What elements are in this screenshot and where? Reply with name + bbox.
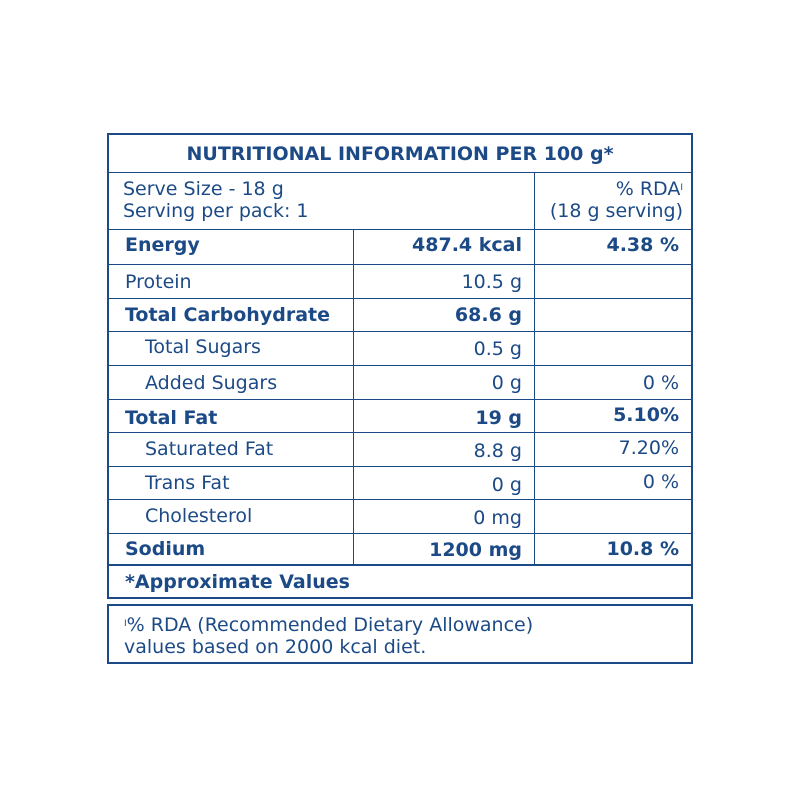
table-row: Total Fat 19 g 5.10% — [109, 400, 691, 433]
nutrient-amount: 0 g — [354, 467, 535, 499]
rda-footnote-mark: I — [124, 619, 127, 629]
rda-header: % RDAI (18 g serving) — [535, 172, 691, 229]
rda-footnote-line1: % RDA (Recommended Dietary Allowance) — [126, 614, 534, 636]
nutrient-rda: 0 % — [642, 372, 679, 394]
rda-heading: % RDA — [615, 178, 681, 200]
nutrient-amount: 19 g — [354, 400, 535, 432]
nutrient-amount: 487.4 kcal — [354, 230, 535, 264]
table-row: Energy 487.4 kcal 4.38 % — [109, 230, 691, 265]
serving-info: Serve Size - 18 g Serving per pack: 1 — [109, 172, 535, 229]
serve-size: Serve Size - 18 g — [123, 178, 284, 200]
rda-footnote-line2: values based on 2000 kcal diet. — [124, 636, 427, 658]
table-row: Trans Fat 0 g 0 % — [109, 467, 691, 500]
nutrient-amount: 0 mg — [354, 500, 535, 533]
nutrient-rda — [535, 265, 691, 298]
approximate-values-note: *Approximate Values — [109, 565, 691, 597]
rda-footnote: I% RDA (Recommended Dietary Allowance) v… — [107, 604, 693, 664]
nutrient-name: Cholesterol — [109, 500, 354, 533]
nutrient-amount: 0.5 g — [354, 332, 535, 365]
nutrient-name: Protein — [109, 265, 354, 298]
nutrient-rda: 5.10% — [613, 404, 679, 426]
nutrient-name: Trans Fat — [109, 467, 354, 499]
rda-subheading: (18 g serving) — [549, 200, 683, 222]
nutrient-name: Added Sugars — [109, 366, 354, 399]
nutrient-rda — [535, 500, 691, 533]
nutrient-name: Total Sugars — [109, 332, 354, 365]
table-row: Added Sugars 0 g 0 % — [109, 366, 691, 400]
nutrient-name: Sodium — [109, 534, 354, 564]
nutrient-rda: 7.20% — [618, 437, 679, 459]
nutrient-name: Total Carbohydrate — [109, 299, 354, 331]
table-title: NUTRITIONAL INFORMATION PER 100 g* — [109, 135, 691, 173]
nutrient-name: Energy — [109, 230, 354, 264]
serving-per-pack: Serving per pack: 1 — [123, 200, 309, 222]
nutrient-rda: 0 % — [642, 471, 679, 493]
nutrient-amount: 68.6 g — [354, 299, 535, 331]
table-row: Sodium 1200 mg 10.8 % — [109, 534, 691, 565]
table-row: Total Sugars 0.5 g — [109, 332, 691, 366]
nutrient-rda: 10.8 % — [606, 538, 679, 560]
nutrition-table: NUTRITIONAL INFORMATION PER 100 g* Serve… — [107, 133, 693, 599]
nutrient-amount: 0 g — [354, 366, 535, 399]
nutrient-rda — [535, 332, 691, 365]
nutrient-amount: 1200 mg — [354, 534, 535, 564]
table-row: Cholesterol 0 mg — [109, 500, 691, 534]
serving-row: Serve Size - 18 g Serving per pack: 1 % … — [109, 172, 691, 230]
nutrient-name: Total Fat — [109, 400, 354, 432]
table-row: Saturated Fat 8.8 g 7.20% — [109, 433, 691, 467]
nutrient-amount: 10.5 g — [354, 265, 535, 298]
nutrient-amount: 8.8 g — [354, 433, 535, 466]
rda-heading-mark: I — [680, 183, 683, 193]
nutrient-rda: 4.38 % — [606, 234, 679, 256]
table-row: Total Carbohydrate 68.6 g — [109, 299, 691, 332]
nutrient-rda — [535, 299, 691, 331]
table-row: Protein 10.5 g — [109, 265, 691, 299]
nutrient-name: Saturated Fat — [109, 433, 354, 466]
